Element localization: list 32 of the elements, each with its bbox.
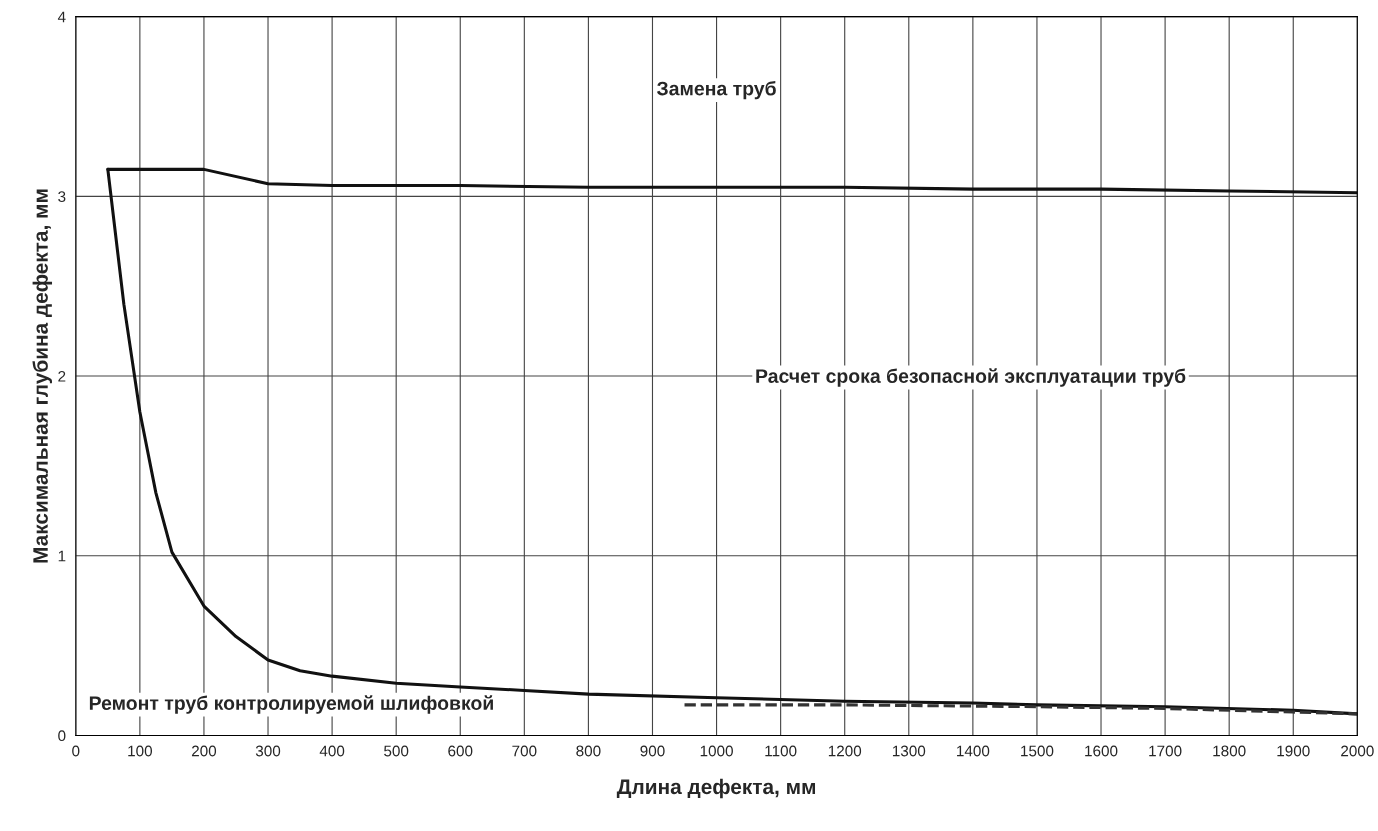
x-axis-title: Длина дефекта, мм xyxy=(616,778,816,799)
y-axis-title: Максимальная глубина дефекта, мм xyxy=(32,189,53,563)
x-tick-label: 1200 xyxy=(828,745,862,757)
x-tick-label: 700 xyxy=(512,745,537,757)
y-tick-label: 0 xyxy=(58,730,66,742)
annotation: Расчет срока безопасной эксплуатации труб xyxy=(756,368,1186,387)
x-tick-label: 1700 xyxy=(1149,745,1182,757)
x-tick-label: 1600 xyxy=(1085,745,1118,757)
x-tick-label: 1800 xyxy=(1213,745,1246,757)
x-tick-label: 100 xyxy=(128,745,153,757)
x-tick-label: 1400 xyxy=(957,745,990,757)
annotation: Замена труб xyxy=(656,80,776,100)
x-tick-label: 900 xyxy=(640,745,665,757)
y-tick-label: 4 xyxy=(57,11,66,23)
x-tick-label: 1300 xyxy=(892,745,926,757)
x-tick-label: 1900 xyxy=(1277,745,1310,757)
x-tick-label: 1100 xyxy=(765,745,797,757)
x-tick-label: 1000 xyxy=(700,745,733,757)
y-tick-label: 2 xyxy=(58,370,66,382)
annotation: Ремонт труб контролируемой шлифовкой xyxy=(89,695,493,714)
x-tick-label: 300 xyxy=(255,745,281,757)
x-tick-label: 200 xyxy=(191,745,217,757)
y-tick-label: 3 xyxy=(58,191,66,203)
x-tick-label: 2000 xyxy=(1341,745,1374,757)
x-tick-label: 1500 xyxy=(1021,745,1054,757)
line-series xyxy=(682,703,1358,716)
x-tick-label: 600 xyxy=(448,745,473,757)
x-tick-label: 400 xyxy=(319,745,345,757)
x-tick-label: 0 xyxy=(72,745,80,757)
x-tick-label: 800 xyxy=(576,745,601,757)
y-tick-label: 1 xyxy=(58,550,66,562)
x-tick-label: 500 xyxy=(384,745,409,757)
